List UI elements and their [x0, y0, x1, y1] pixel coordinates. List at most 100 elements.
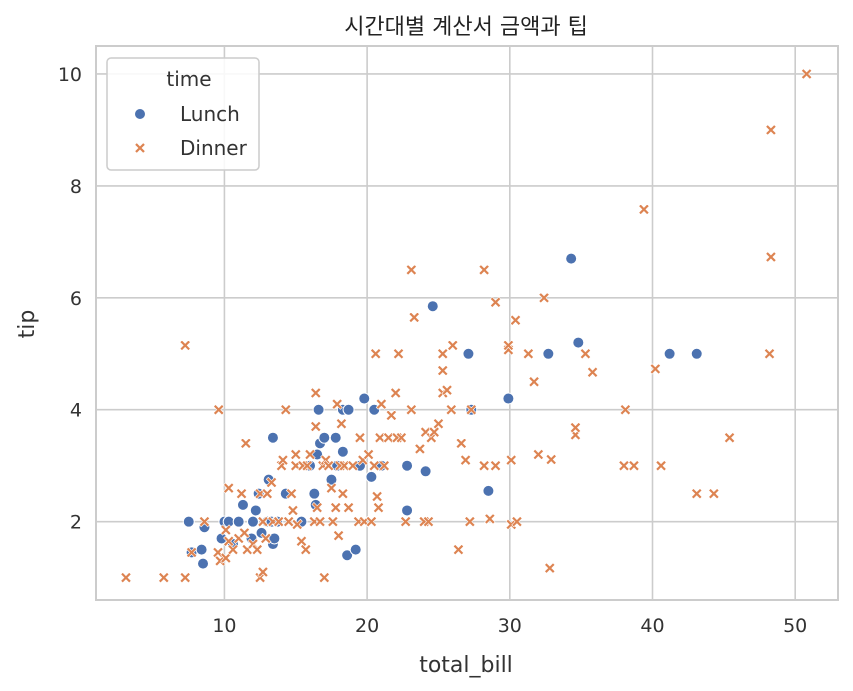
- data-point-dinner: [311, 502, 323, 514]
- data-point-dinner: [765, 124, 777, 136]
- data-point-lunch: [572, 336, 585, 349]
- x-tick-label: 20: [355, 615, 379, 637]
- data-point-dinner: [378, 460, 390, 472]
- data-point-dinner: [638, 203, 650, 216]
- legend-title: time: [166, 67, 211, 91]
- data-point-dinner: [447, 339, 459, 352]
- data-point-dinner: [158, 571, 170, 584]
- data-point-dinner: [265, 476, 278, 489]
- data-point-dinner: [322, 460, 335, 472]
- data-point-lunch: [195, 543, 208, 556]
- data-point-dinner: [545, 453, 557, 466]
- data-point-lunch: [401, 459, 414, 472]
- data-point-dinner: [342, 502, 355, 514]
- data-point-dinner: [375, 398, 388, 410]
- x-tick-label: 10: [212, 615, 236, 637]
- data-point-dinner: [400, 516, 412, 528]
- y-tick-label: 10: [58, 64, 82, 86]
- data-point-dinner: [649, 363, 661, 375]
- data-point-lunch: [325, 473, 338, 486]
- data-point-dinner: [390, 387, 402, 399]
- data-point-dinner: [314, 516, 326, 528]
- data-point-dinner: [330, 502, 342, 514]
- data-point-dinner: [691, 488, 703, 500]
- tick-labels: 10 20 30 40 50 2 4 6 8 10: [58, 64, 807, 637]
- data-point-dinner: [290, 448, 302, 461]
- data-point-dinner: [484, 513, 496, 525]
- data-point-dinner: [538, 292, 550, 304]
- legend-items: Lunch Dinner: [134, 102, 248, 160]
- data-point-dinner: [287, 504, 299, 517]
- data-point-lunch: [419, 465, 432, 478]
- data-point-dinner: [619, 404, 632, 416]
- data-point-dinner: [179, 339, 191, 352]
- data-point-dinner: [452, 544, 465, 556]
- data-point-lunch: [462, 347, 475, 360]
- data-point-dinner: [365, 516, 378, 528]
- data-point-dinner: [579, 348, 592, 360]
- data-point-lunch: [690, 347, 703, 360]
- data-point-lunch: [663, 347, 676, 360]
- data-point-dinner: [422, 516, 435, 528]
- data-point-lunch: [308, 487, 321, 500]
- data-point-lunch: [232, 515, 245, 528]
- data-point-dinner: [325, 482, 338, 494]
- x-tick-label: 40: [640, 615, 664, 637]
- data-point-dinner: [509, 314, 522, 326]
- data-point-dinner: [354, 432, 366, 444]
- data-point-dinner: [283, 516, 295, 528]
- data-point-dinner: [120, 571, 132, 584]
- data-point-lunch: [542, 347, 555, 360]
- data-point-dinner: [370, 348, 382, 360]
- data-point-dinner: [220, 524, 232, 536]
- data-point-lunch: [318, 431, 331, 444]
- data-point-dinner: [213, 404, 225, 416]
- data-point-dinner: [569, 422, 582, 434]
- data-point-dinner: [285, 488, 298, 500]
- data-point-dinner: [544, 562, 556, 574]
- data-point-dinner: [708, 488, 720, 500]
- data-point-dinner: [223, 535, 235, 547]
- data-point-dinner: [371, 490, 383, 503]
- data-point-dinner: [179, 571, 191, 584]
- data-point-dinner: [478, 460, 490, 472]
- data-point-dinner: [765, 251, 777, 263]
- data-point-dinner: [331, 398, 343, 410]
- data-point-dinner: [240, 437, 252, 449]
- data-point-dinner: [432, 418, 445, 430]
- data-point-dinner: [405, 404, 417, 416]
- data-point-lunch: [482, 484, 495, 497]
- data-point-lunch: [365, 470, 378, 483]
- data-point-dinner: [478, 264, 490, 276]
- y-tick-label: 6: [70, 288, 82, 310]
- data-point-dinner: [522, 348, 534, 360]
- legend-marker-lunch: [134, 108, 146, 120]
- data-point-dinner: [511, 516, 523, 528]
- data-point-dinner: [405, 264, 417, 276]
- data-point-dinner: [301, 460, 313, 472]
- data-point-dinner: [310, 387, 322, 399]
- data-point-dinner: [291, 518, 303, 531]
- data-point-dinner: [337, 488, 349, 500]
- legend-label-dinner: Dinner: [180, 136, 248, 160]
- data-point-dinner: [310, 420, 322, 433]
- data-point-dinner: [428, 426, 440, 438]
- plot-frame: [95, 45, 839, 601]
- data-point-lunch: [358, 392, 371, 405]
- data-point-dinner: [257, 566, 269, 578]
- data-point-dinner: [505, 454, 517, 466]
- data-point-dinner: [251, 544, 263, 556]
- data-point-dinner: [220, 552, 232, 564]
- data-point-lunch: [249, 504, 262, 517]
- data-point-dinner: [385, 409, 397, 421]
- data-point-lunch: [246, 515, 259, 528]
- legend-label-lunch: Lunch: [180, 102, 240, 126]
- data-point-dinner: [362, 448, 375, 461]
- data-point-lunch: [342, 403, 355, 416]
- data-point-dinner: [395, 432, 407, 444]
- data-point-dinner: [445, 404, 457, 416]
- data-point-dinner: [318, 571, 330, 584]
- grid: [96, 46, 838, 600]
- data-point-dinner: [260, 532, 272, 545]
